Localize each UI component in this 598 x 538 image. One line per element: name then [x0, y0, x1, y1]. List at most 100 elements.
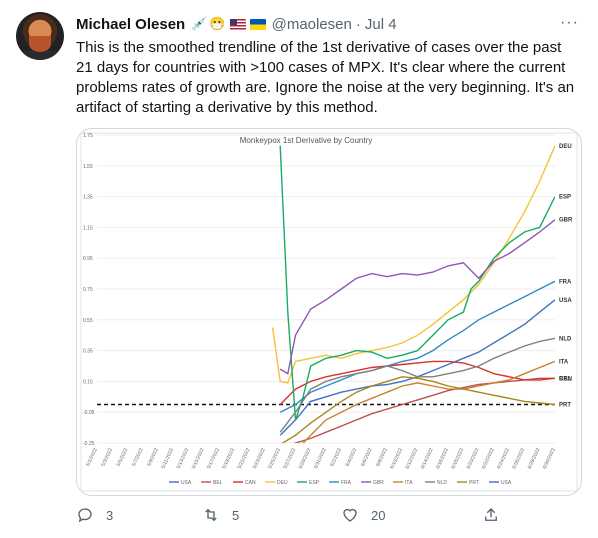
x-tick-label: 6/10/2022: [389, 447, 404, 470]
x-tick-label: 5/15/2022: [191, 447, 206, 470]
legend-label: CAN: [245, 480, 256, 486]
series-line-ita: [302, 360, 555, 443]
retweet-button[interactable]: 5: [202, 506, 239, 524]
share-icon: [485, 508, 497, 521]
avatar[interactable]: [16, 12, 64, 60]
y-tick-label: 0.15: [83, 379, 93, 385]
tweet-media-chart[interactable]: 1.75 1.55 1.35 1.15 0.95 0.75 0.55 0.35 0.15 -0.0…: [76, 128, 582, 496]
x-tick-label: 6/2/2022: [329, 447, 343, 467]
syringe-emoji-icon: 💉: [191, 16, 208, 31]
y-tick-label: -0.25: [83, 441, 95, 447]
x-tick-label: 6/22/2022: [481, 447, 496, 470]
x-tick-label: 5/29/2022: [298, 447, 313, 470]
y-tick-label: 0.95: [83, 256, 93, 262]
legend-label: BEL: [213, 480, 223, 486]
mask-emoji-icon: 😷: [209, 16, 226, 31]
series-end-label-gbr: GBR: [559, 218, 573, 224]
share-button[interactable]: [482, 506, 512, 524]
reply-count: 3: [106, 507, 114, 523]
series-end-label-bel: BEL: [559, 376, 571, 382]
ukraine-flag-icon: [249, 18, 266, 30]
x-tick-label: 6/24/2022: [496, 447, 511, 470]
legend-label: ITA: [405, 480, 413, 486]
legend-label: USA: [181, 480, 192, 486]
tweet-text: This is the smoothed trendline of the 1s…: [76, 39, 575, 116]
x-tick-label: 5/11/2022: [160, 447, 175, 470]
x-tick-label: 5/1/2022: [85, 447, 99, 467]
series-end-label-deu: DEU: [559, 144, 572, 150]
x-tick-label: 5/17/2022: [206, 447, 221, 470]
x-tick-label: 6/14/2022: [420, 447, 435, 470]
heart-icon: [343, 508, 357, 522]
y-tick-label: 1.75: [83, 133, 93, 139]
chart-title: Monkeypox 1st Derivative by Country: [240, 136, 373, 145]
separator-dot: ·: [355, 15, 361, 33]
x-tick-label: 5/31/2022: [313, 447, 328, 470]
series-line-nld: [279, 337, 555, 433]
legend-label: GBR: [373, 480, 384, 486]
legend-label: PRT: [469, 480, 479, 486]
x-tick-label: 6/4/2022: [345, 447, 359, 467]
series-line-deu: [271, 145, 555, 384]
series-line-can: [279, 360, 555, 405]
series-end-label-can: CAN: [559, 376, 572, 382]
chart-svg: 1.75 1.55 1.35 1.15 0.95 0.75 0.55 0.35 0.15 -0.0…: [80, 132, 578, 492]
series-line-gbr: [279, 219, 555, 375]
x-tick-label: 6/6/2022: [360, 447, 374, 467]
series-end-label-fra: FRA: [559, 279, 572, 285]
x-tick-label: 6/28/2022: [527, 447, 542, 470]
y-tick-label: 0.35: [83, 349, 93, 355]
series-end-label-esp: ESP: [559, 195, 571, 201]
x-tick-label: 6/16/2022: [435, 447, 450, 470]
y-tick-label: 1.55: [83, 164, 93, 170]
legend-label: USA: [501, 480, 512, 486]
x-tick-label: 5/21/2022: [237, 447, 252, 470]
x-tick-label: 6/30/2022: [542, 447, 557, 470]
series-line-esp: [279, 145, 555, 421]
us-flag-icon: [229, 18, 246, 30]
series-line-fra: [279, 280, 555, 413]
legend-label: ESP: [309, 480, 320, 486]
tweet-header: Michael Olesen 💉 😷 @maolesen · Jul 4: [76, 14, 397, 34]
x-tick-label: 5/27/2022: [282, 447, 297, 470]
like-button[interactable]: 20: [341, 506, 385, 524]
x-tick-label: 5/3/2022: [100, 447, 114, 467]
y-tick-label: 1.35: [83, 195, 93, 201]
x-tick-label: 6/26/2022: [511, 447, 526, 470]
reply-icon: [78, 508, 92, 523]
series-line-bel: [293, 377, 555, 443]
x-tick-label: 5/25/2022: [267, 447, 282, 470]
like-count: 20: [371, 507, 386, 523]
avatar-beard: [29, 36, 51, 52]
y-tick-label: -0.05: [83, 410, 95, 416]
more-options-icon[interactable]: ···: [560, 14, 579, 31]
series-end-label-nld: NLD: [559, 336, 572, 342]
x-tick-label: 5/9/2022: [146, 447, 160, 467]
y-tick-label: 0.75: [83, 287, 93, 293]
x-tick-label: 6/18/2022: [450, 447, 465, 470]
retweet-icon: [205, 508, 217, 522]
author-name[interactable]: Michael Olesen: [76, 15, 186, 33]
tweet-date[interactable]: Jul 4: [364, 15, 397, 33]
y-tick-label: 0.55: [83, 318, 93, 324]
x-tick-label: 6/12/2022: [405, 447, 420, 470]
reply-button[interactable]: 3: [76, 506, 113, 524]
series-end-label-usa: USA: [559, 298, 572, 304]
x-tick-label: 5/23/2022: [252, 447, 267, 470]
chart-frame: [80, 132, 578, 492]
x-tick-label: 6/20/2022: [466, 447, 481, 470]
x-tick-label: 5/19/2022: [221, 447, 236, 470]
series-end-label-prt: PRT: [559, 403, 571, 409]
legend-label: NLD: [437, 480, 447, 486]
author-handle[interactable]: @maolesen: [271, 15, 352, 33]
retweet-count: 5: [232, 507, 240, 523]
tweet-actions: 3 5 20: [76, 506, 580, 528]
x-tick-label: 5/5/2022: [116, 447, 130, 467]
y-tick-label: 1.15: [83, 225, 93, 231]
legend-label: DEU: [277, 480, 288, 486]
legend-label: FRA: [341, 480, 352, 486]
x-tick-label: 6/8/2022: [375, 447, 389, 467]
x-tick-label: 5/13/2022: [176, 447, 191, 470]
series-line-prt: [281, 376, 555, 443]
